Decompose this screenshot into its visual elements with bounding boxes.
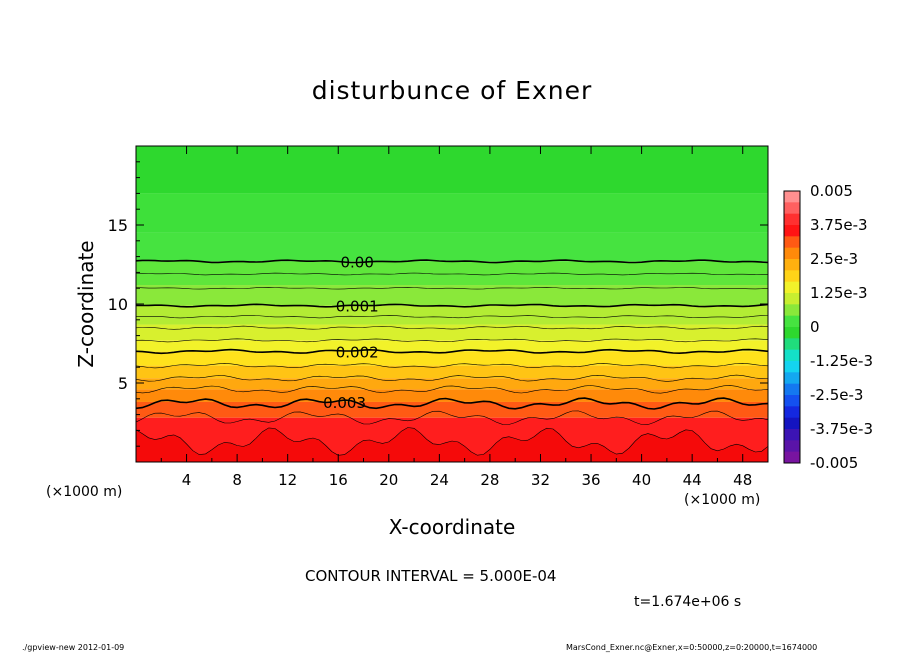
- colorbar-label-5: -1.25e-3: [810, 352, 873, 370]
- x-tick-label-8: 36: [581, 471, 600, 489]
- contour-label-0: 0.00: [340, 253, 373, 271]
- colorbar-swatch-16: [784, 372, 800, 385]
- colorbar-swatch-6: [784, 259, 800, 271]
- colorbar-swatch-5: [784, 247, 800, 260]
- contour-line-3: [136, 303, 768, 308]
- colorbar-swatch-1: [784, 202, 800, 215]
- x-tick-label-10: 44: [683, 471, 702, 489]
- x-axis-label: X-coordinate: [388, 515, 516, 539]
- color-band-11: [136, 389, 768, 402]
- contour-line-10: [136, 385, 768, 394]
- colorbar-swatch-13: [784, 338, 800, 351]
- color-band-3: [136, 261, 768, 286]
- contour-lines: 0.00 0.001 0.002 0.003: [136, 253, 768, 456]
- contour-line-8: [136, 362, 768, 369]
- x-tick-label-2: 12: [278, 471, 297, 489]
- contour-line-0: [136, 259, 768, 264]
- x-tick-label-6: 28: [480, 471, 499, 489]
- x-axis-unit-left: (×1000 m): [46, 484, 123, 500]
- colorbar-swatch-19: [784, 406, 800, 419]
- color-band-0: [136, 146, 768, 194]
- colorbar-swatch-14: [784, 349, 800, 362]
- x-axis-unit-right: (×1000 m): [684, 492, 761, 508]
- x-tick-label-7: 32: [531, 471, 550, 489]
- x-tick-label-0: 4: [182, 471, 192, 489]
- y-tick-label-0: 5: [118, 374, 128, 393]
- colorbar-swatch-10: [784, 304, 800, 317]
- colorbar-swatch-7: [784, 270, 800, 283]
- x-tick-label-5: 24: [430, 471, 449, 489]
- color-band-4: [136, 285, 768, 306]
- contour-line-6: [136, 338, 768, 343]
- color-band-8: [136, 351, 768, 366]
- y-tick-label-2: 15: [108, 216, 128, 235]
- color-band-5: [136, 305, 768, 325]
- colorbar-swatch-8: [784, 281, 800, 294]
- colorbar-label-3: 1.25e-3: [810, 284, 868, 302]
- colorbar-frame: [783, 190, 801, 464]
- colorbar-label-8: -0.005: [810, 454, 858, 472]
- colorbar-label-0: 0.005: [810, 182, 853, 200]
- colorbar-label-1: 3.75e-3: [810, 216, 868, 234]
- colorbar-swatch-21: [784, 429, 800, 441]
- color-band-2: [136, 232, 768, 262]
- colorbar-swatch-3: [784, 225, 800, 237]
- colorbar-swatch-9: [784, 293, 800, 305]
- colorbar-swatch-23: [784, 451, 800, 464]
- footer-right: MarsCond_Exner.nc@Exner,x=0:50000,z=0:20…: [566, 643, 818, 652]
- colorbar-swatch-4: [784, 236, 800, 249]
- footer-left: ./gpview-new 2012-01-09: [22, 643, 125, 652]
- contour-line-11: [136, 397, 768, 410]
- colorbar-label-7: -3.75e-3: [810, 420, 873, 438]
- contour-line-1: [136, 272, 768, 276]
- colorbar-label-2: 2.5e-3: [810, 250, 858, 268]
- colorbar-swatch-2: [784, 213, 800, 226]
- x-tick-label-11: 48: [733, 471, 752, 489]
- x-tick-label-9: 40: [632, 471, 651, 489]
- color-band-6: [136, 324, 768, 341]
- contour-line-7: [136, 348, 768, 355]
- contour-line-2: [136, 286, 768, 290]
- colorbar-label-6: -2.5e-3: [810, 386, 863, 404]
- plot-area: [136, 146, 768, 462]
- colorbar-swatch-22: [784, 440, 800, 453]
- colorbar-swatch-17: [784, 383, 800, 396]
- contour-line-13: [136, 427, 768, 456]
- hot-region: [136, 427, 768, 462]
- contour-interval-note: CONTOUR INTERVAL = 5.000E-04: [305, 567, 557, 585]
- colorbar: 0.005 3.75e-3 2.5e-3 1.25e-3 0 -1.25e-3 -2.5e-…: [783, 182, 873, 472]
- colorbar-swatch-20: [784, 417, 800, 430]
- x-tick-label-3: 16: [329, 471, 348, 489]
- contour-label-2: 0.002: [336, 343, 379, 361]
- x-tick-label-1: 8: [232, 471, 242, 489]
- color-band-7: [136, 340, 768, 352]
- color-band-9: [136, 365, 768, 379]
- colorbar-swatch-0: [784, 191, 800, 203]
- color-band-1: [136, 193, 768, 233]
- colorbar-swatch-11: [784, 315, 800, 328]
- contour-line-4: [136, 315, 768, 319]
- contour-line-5: [136, 325, 768, 330]
- contour-label-3: 0.003: [323, 394, 366, 412]
- color-band-10: [136, 378, 768, 390]
- colorbar-swatch-15: [784, 361, 800, 373]
- y-tick-label-1: 10: [108, 295, 128, 314]
- time-stamp: t=1.674e+06 s: [634, 594, 742, 610]
- color-band-12: [136, 401, 768, 418]
- contour-line-9: [136, 374, 768, 382]
- colorbar-swatch-18: [784, 395, 800, 407]
- contour-label-1: 0.001: [336, 298, 379, 316]
- colorbar-swatch-12: [784, 327, 800, 339]
- chart-title: disturbunce of Exner: [311, 76, 593, 105]
- colorbar-label-4: 0: [810, 318, 820, 336]
- y-axis-label: Z-coordinate: [74, 240, 98, 367]
- x-tick-label-4: 20: [379, 471, 398, 489]
- contour-line-12: [136, 410, 768, 425]
